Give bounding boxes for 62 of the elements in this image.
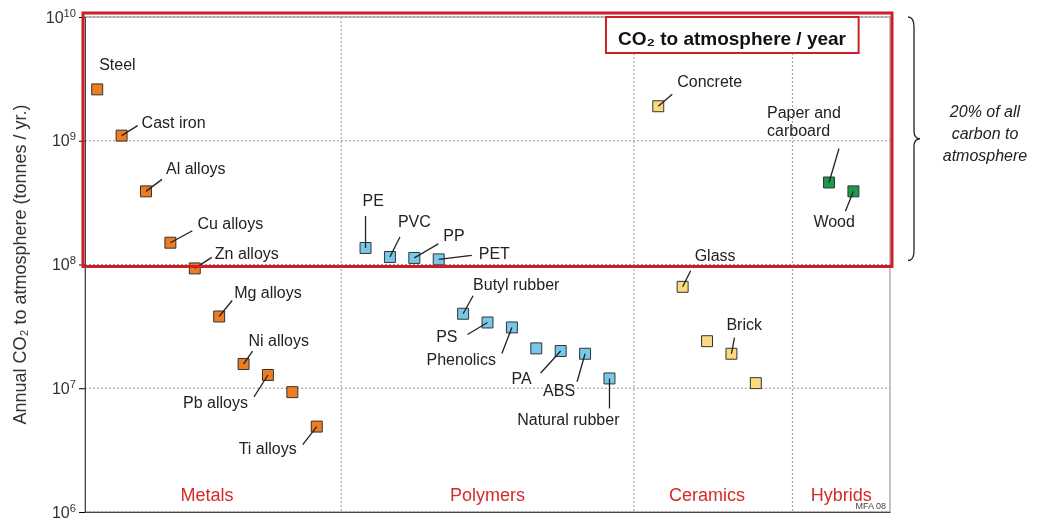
point (140, 185, 152, 198)
annotation: PA (511, 370, 533, 387)
annotation: PET (478, 245, 511, 263)
point (432, 253, 445, 266)
point (847, 185, 860, 198)
annotation: Natural rubber (517, 411, 621, 429)
annotation: Polymers (449, 485, 526, 505)
point (749, 377, 762, 390)
annotation: Paper and carboard (767, 104, 841, 140)
annotation: Zn alloys (214, 245, 279, 263)
point (505, 321, 518, 334)
point (725, 347, 738, 360)
annotation: Metals (180, 485, 234, 505)
annotation: Butyl rubber (473, 275, 561, 293)
point (91, 83, 104, 96)
annotation: Brick (726, 315, 763, 333)
point (261, 369, 274, 381)
annotation: Ni alloys (248, 332, 310, 350)
annotation: ABS (543, 381, 576, 399)
point (310, 420, 323, 433)
annotation: PVC (397, 212, 431, 230)
annotation: Cast iron (141, 113, 206, 131)
point (213, 310, 226, 323)
annotation: Glass (694, 246, 736, 264)
point (286, 386, 299, 399)
y-tick-label: 10$^{9}$ (51, 130, 76, 150)
annotation: Cu alloys (197, 214, 264, 232)
text: 20% of all carbon to atmosphere (942, 102, 1028, 164)
annotation: CO₂ to atmosphere / year (617, 28, 847, 49)
point (823, 176, 835, 189)
point (359, 242, 372, 254)
point (603, 372, 616, 385)
annotation: Steel (99, 56, 136, 74)
annotation: Mg alloys (234, 283, 302, 301)
point (115, 129, 128, 142)
annotation: Concrete (677, 73, 743, 91)
annotation: PP (443, 226, 465, 244)
point (481, 316, 494, 329)
point (530, 342, 543, 355)
y-tick-label: 10$^{7}$ (51, 377, 76, 397)
y-tick-label: 10$^{8}$ (51, 254, 76, 274)
annotation: Ti alloys (238, 439, 297, 457)
annotation: PS (436, 328, 458, 346)
point (383, 251, 396, 263)
annotation: PE (362, 191, 384, 209)
point (652, 100, 665, 113)
annotation: Ceramics (669, 485, 746, 505)
y-tick-label: 10$^{10}$ (45, 6, 76, 26)
annotation: Al alloys (165, 160, 226, 178)
point (579, 347, 592, 360)
point (457, 307, 470, 320)
point (701, 335, 714, 348)
annotation: Wood (813, 213, 855, 231)
annotation: Pb alloys (183, 393, 248, 411)
point (164, 236, 177, 249)
annotation: Phenolics (426, 351, 496, 369)
point (676, 280, 689, 293)
point (554, 345, 567, 357)
point (237, 358, 250, 370)
y-axis-title: Annual CO₂ to atmosphere (tonnes / yr.) (10, 104, 30, 425)
point (408, 251, 421, 264)
y-tick-label: 10$^{6}$ (51, 501, 76, 521)
